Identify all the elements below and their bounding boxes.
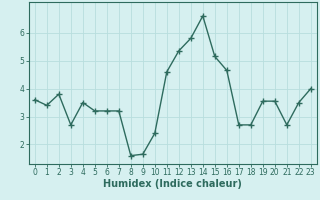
X-axis label: Humidex (Indice chaleur): Humidex (Indice chaleur) bbox=[103, 179, 242, 189]
